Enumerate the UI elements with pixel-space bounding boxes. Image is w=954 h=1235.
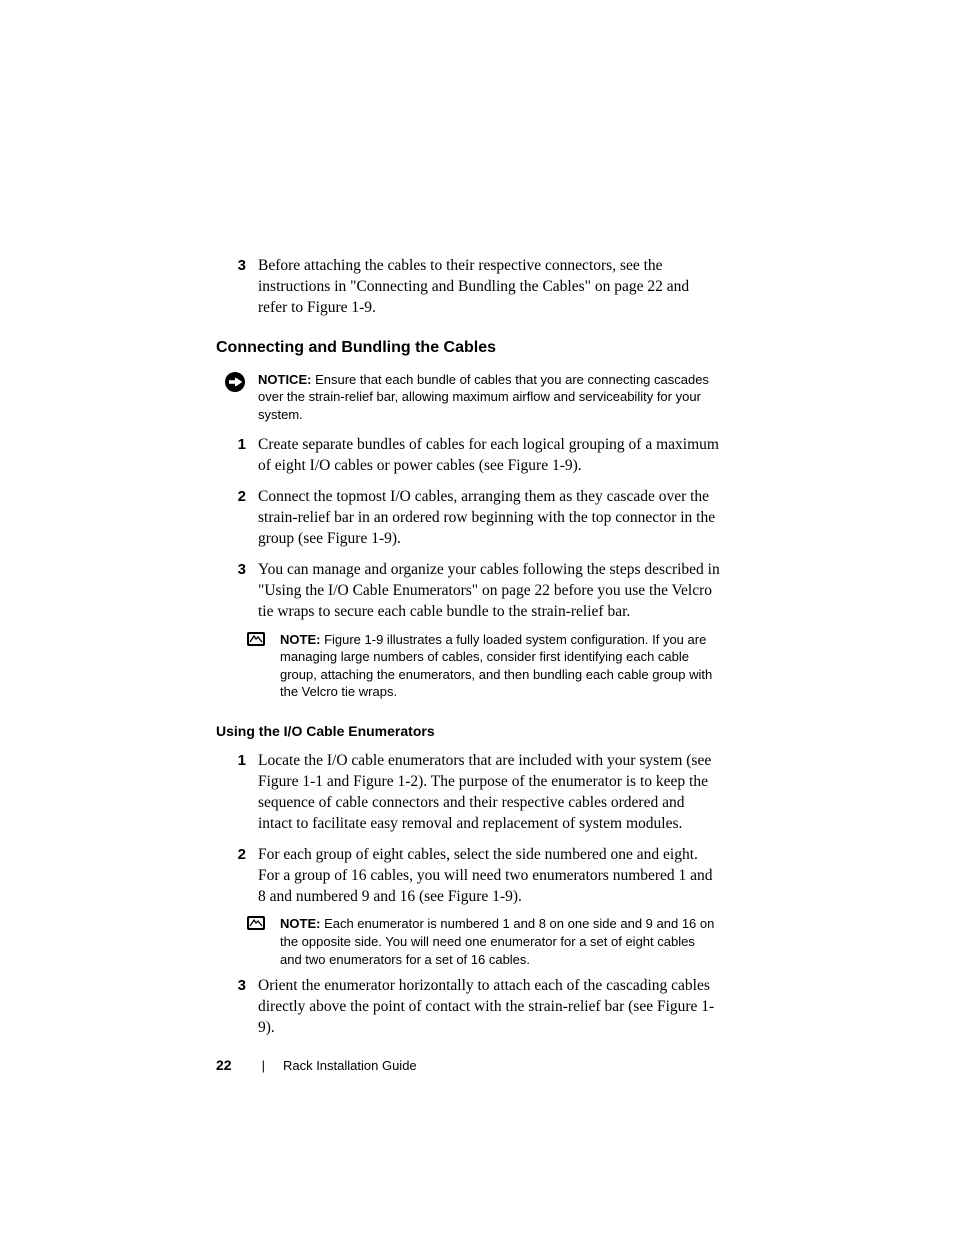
note-b: NOTE: Each enumerator is numbered 1 and …	[246, 915, 720, 968]
step-text: For each group of eight cables, select t…	[258, 845, 720, 908]
note-text: NOTE: Each enumerator is numbered 1 and …	[280, 915, 720, 968]
note-icon	[246, 631, 280, 701]
note-body: Each enumerator is numbered 1 and 8 on o…	[280, 916, 714, 966]
page-footer: 22 | Rack Installation Guide	[216, 1057, 417, 1073]
intro-step-3: 3 Before attaching the cables to their r…	[216, 256, 720, 319]
step-text: Orient the enumerator horizontally to at…	[258, 976, 720, 1039]
note-icon	[246, 915, 280, 968]
notice-label: NOTICE:	[258, 372, 311, 387]
footer-divider: |	[262, 1058, 265, 1073]
step-number: 2	[216, 487, 258, 550]
step-number: 3	[216, 256, 258, 319]
notice-body: Ensure that each bundle of cables that y…	[258, 372, 709, 422]
step-number: 1	[216, 435, 258, 477]
content-area: 3 Before attaching the cables to their r…	[216, 256, 720, 1049]
step-text: You can manage and organize your cables …	[258, 560, 720, 623]
notice-text: NOTICE: Ensure that each bundle of cable…	[258, 371, 720, 424]
note-label: NOTE:	[280, 632, 320, 647]
notice-icon	[216, 371, 258, 424]
step-b-1: 1 Locate the I/O cable enumerators that …	[216, 751, 720, 835]
step-text: Locate the I/O cable enumerators that ar…	[258, 751, 720, 835]
step-number: 1	[216, 751, 258, 835]
step-number: 3	[216, 976, 258, 1039]
note-body: Figure 1-9 illustrates a fully loaded sy…	[280, 632, 712, 700]
page-number: 22	[216, 1057, 232, 1073]
step-a-1: 1 Create separate bundles of cables for …	[216, 435, 720, 477]
notice-block: NOTICE: Ensure that each bundle of cable…	[216, 371, 720, 424]
note-a: NOTE: Figure 1-9 illustrates a fully loa…	[246, 631, 720, 701]
footer-title: Rack Installation Guide	[283, 1058, 417, 1073]
step-number: 2	[216, 845, 258, 908]
note-text: NOTE: Figure 1-9 illustrates a fully loa…	[280, 631, 720, 701]
step-c-3: 3 Orient the enumerator horizontally to …	[216, 976, 720, 1039]
section-heading: Connecting and Bundling the Cables	[216, 339, 720, 357]
step-a-2: 2 Connect the topmost I/O cables, arrang…	[216, 487, 720, 550]
step-text: Before attaching the cables to their res…	[258, 256, 720, 319]
step-b-2: 2 For each group of eight cables, select…	[216, 845, 720, 908]
step-text: Create separate bundles of cables for ea…	[258, 435, 720, 477]
note-label: NOTE:	[280, 916, 320, 931]
step-text: Connect the topmost I/O cables, arrangin…	[258, 487, 720, 550]
page: 3 Before attaching the cables to their r…	[0, 0, 954, 1235]
step-number: 3	[216, 560, 258, 623]
subsection-heading: Using the I/O Cable Enumerators	[216, 723, 720, 739]
step-a-3: 3 You can manage and organize your cable…	[216, 560, 720, 623]
